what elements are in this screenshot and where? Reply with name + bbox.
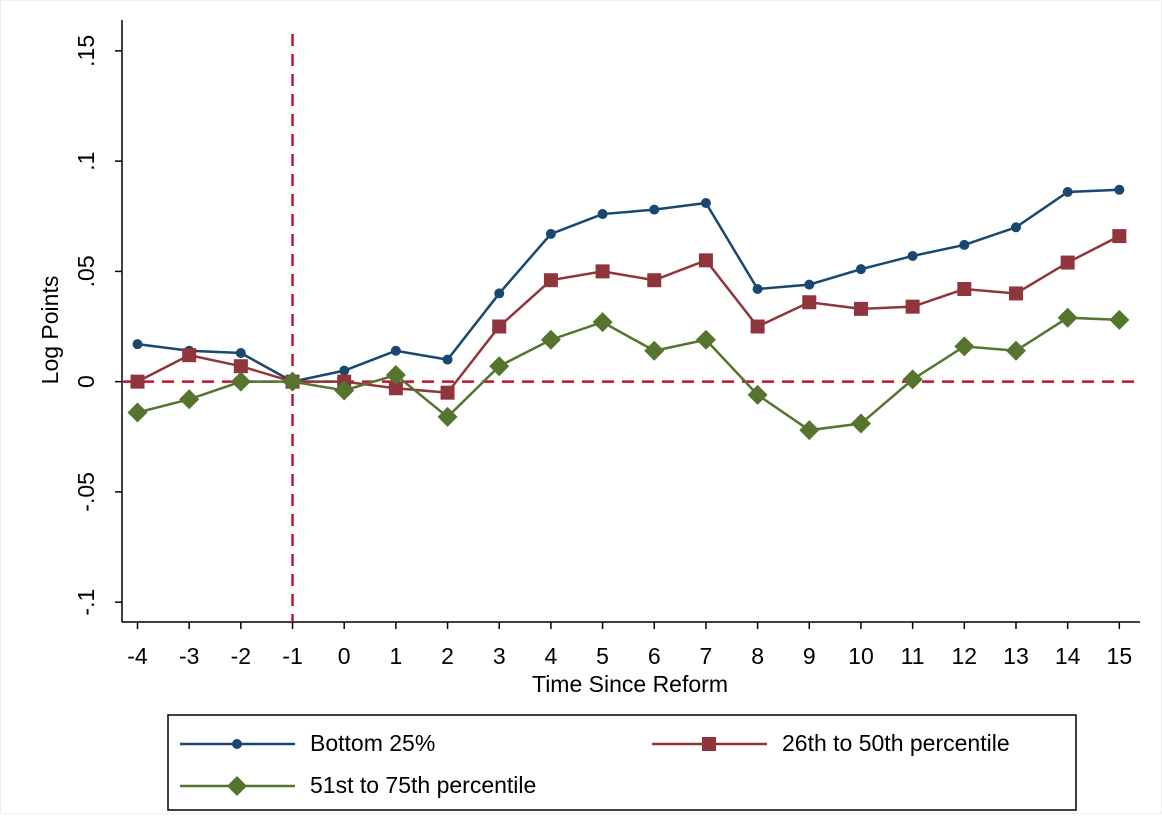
marker: [957, 282, 972, 297]
marker: [494, 288, 505, 299]
marker: [752, 284, 763, 295]
marker: [437, 406, 458, 427]
x-tick-label: 9: [803, 643, 816, 669]
x-axis-title: Time Since Reform: [532, 671, 728, 697]
x-tick-label: 6: [648, 643, 661, 669]
marker: [959, 239, 970, 250]
x-tick-label: 11: [901, 643, 925, 669]
series-line: [137, 316, 1120, 432]
marker: [1114, 184, 1125, 195]
marker: [804, 279, 815, 290]
marker: [592, 312, 613, 333]
marker: [802, 295, 817, 310]
marker: [1010, 222, 1021, 233]
x-tick-label: 0: [338, 643, 351, 669]
marker: [130, 374, 145, 389]
marker: [698, 253, 713, 268]
x-tick-label: 8: [751, 643, 764, 669]
marker: [182, 348, 197, 363]
marker: [1057, 307, 1078, 328]
marker: [233, 359, 248, 374]
marker: [853, 301, 868, 316]
y-axis-title: Log Points: [37, 276, 63, 385]
marker: [595, 264, 610, 279]
marker: [132, 339, 143, 350]
marker: [1112, 229, 1127, 244]
x-tick-label: -3: [179, 643, 199, 669]
marker: [702, 737, 716, 751]
marker: [855, 264, 866, 275]
x-tick-label: 7: [700, 643, 713, 669]
y-tick-label: .1: [73, 152, 99, 171]
marker: [1005, 340, 1026, 361]
marker: [902, 369, 923, 390]
x-tick-label: 14: [1055, 643, 1081, 669]
marker: [907, 250, 918, 261]
marker: [1060, 255, 1075, 270]
x-tick-label: 2: [441, 643, 454, 669]
y-tick-label: .05: [73, 255, 99, 287]
legend-box: [167, 714, 1077, 811]
marker: [799, 420, 820, 441]
marker: [540, 329, 561, 350]
marker: [545, 228, 556, 239]
marker: [390, 345, 401, 356]
y-tick-label: -.1: [73, 589, 99, 616]
marker: [440, 385, 455, 400]
marker: [954, 336, 975, 357]
marker: [230, 371, 251, 392]
marker: [385, 365, 406, 386]
marker: [1109, 309, 1130, 330]
marker: [750, 319, 765, 334]
marker: [282, 371, 303, 392]
marker: [543, 273, 558, 288]
x-tick-label: 15: [1107, 643, 1133, 669]
x-tick-label: 10: [848, 643, 874, 669]
marker: [235, 347, 246, 358]
marker: [489, 356, 510, 377]
marker: [597, 209, 608, 220]
marker: [649, 204, 660, 215]
x-tick-label: 13: [1003, 643, 1029, 669]
legend-label: 51st to 75th percentile: [310, 772, 536, 798]
marker: [905, 299, 920, 314]
x-tick-label: -2: [231, 643, 251, 669]
marker: [850, 413, 871, 434]
marker: [127, 402, 148, 423]
series-line: [137, 188, 1120, 383]
marker: [747, 384, 768, 405]
marker: [442, 354, 453, 365]
marker: [492, 319, 507, 334]
y-tick-label: .15: [73, 35, 99, 67]
marker: [700, 198, 711, 209]
x-tick-label: 5: [596, 643, 609, 669]
marker: [388, 381, 403, 396]
marker: [232, 739, 242, 749]
y-tick-label: -.05: [73, 472, 99, 512]
y-tick-label: 0: [73, 375, 99, 388]
x-tick-label: 1: [389, 643, 402, 669]
legend-label: 26th to 50th percentile: [782, 730, 1010, 756]
x-tick-label: 12: [952, 643, 978, 669]
marker: [227, 776, 247, 796]
x-tick-label: -1: [282, 643, 302, 669]
legend-label: Bottom 25%: [310, 730, 435, 756]
marker: [647, 273, 662, 288]
marker: [644, 340, 665, 361]
marker: [339, 365, 350, 376]
marker: [1062, 187, 1073, 197]
marker: [179, 389, 200, 410]
marker: [1008, 286, 1023, 301]
marker: [334, 380, 355, 401]
x-tick-label: 4: [545, 643, 558, 669]
marker: [695, 329, 716, 350]
x-tick-label: -4: [127, 643, 148, 669]
x-tick-label: 3: [493, 643, 506, 669]
